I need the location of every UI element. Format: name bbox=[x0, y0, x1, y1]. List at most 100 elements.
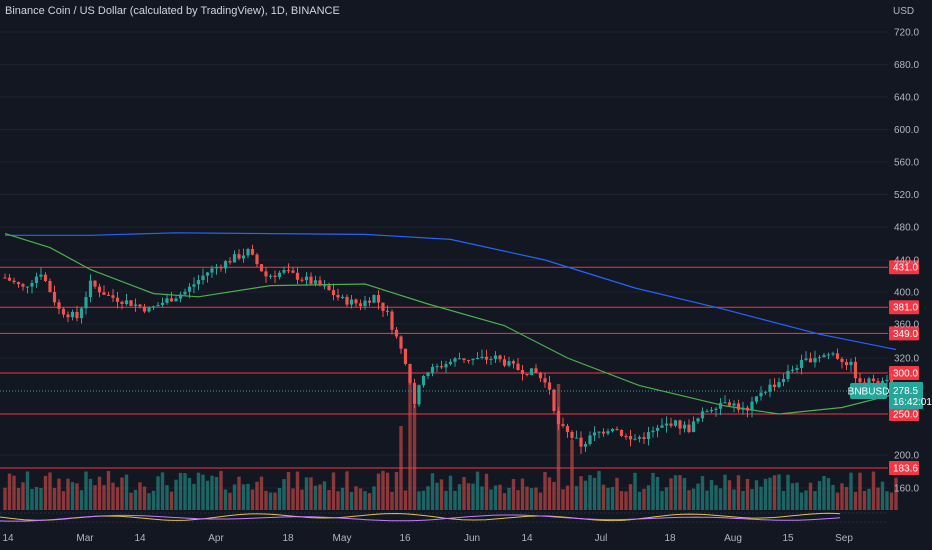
price-tick-label: 200.0 bbox=[894, 451, 919, 462]
candle-body bbox=[804, 358, 808, 360]
volume-bar bbox=[129, 492, 133, 510]
candle-body bbox=[786, 370, 790, 379]
candle-body bbox=[111, 295, 115, 298]
volume-bar bbox=[462, 476, 466, 510]
volume-bar bbox=[660, 491, 664, 510]
price-tick-label: 160.0 bbox=[894, 484, 919, 495]
candle-body bbox=[309, 276, 313, 284]
volume-bar bbox=[844, 487, 849, 510]
candle-body bbox=[651, 430, 655, 433]
volume-bar bbox=[88, 478, 93, 510]
candle-body bbox=[669, 423, 673, 426]
volume-bar bbox=[655, 476, 660, 510]
volume-bar bbox=[547, 477, 552, 510]
volume-bar bbox=[214, 477, 219, 510]
volume-bar bbox=[727, 480, 732, 510]
volume-bar bbox=[556, 384, 561, 510]
volume-bar bbox=[286, 472, 291, 510]
volume-bar bbox=[768, 477, 772, 510]
time-tick-label: 18 bbox=[664, 533, 676, 544]
candle-body bbox=[66, 314, 70, 318]
candle-body bbox=[853, 361, 858, 379]
volume-bar bbox=[453, 490, 457, 510]
candle-body bbox=[754, 396, 759, 402]
ma-long-line bbox=[5, 232, 897, 351]
volume-bar bbox=[376, 473, 381, 510]
volume-bar bbox=[448, 475, 453, 510]
volume-bar bbox=[178, 472, 183, 510]
volume-bar bbox=[804, 490, 808, 510]
volume-bar bbox=[75, 483, 79, 510]
candle-body bbox=[385, 310, 390, 312]
candle-body bbox=[273, 275, 277, 277]
volume-bar bbox=[115, 487, 120, 510]
candle-body bbox=[228, 261, 232, 263]
candle-body bbox=[115, 297, 120, 302]
candle-body bbox=[700, 411, 705, 419]
volume-bar bbox=[349, 492, 354, 510]
volume-bar bbox=[417, 491, 421, 510]
candle-body bbox=[471, 358, 475, 361]
volume-bar bbox=[25, 471, 30, 510]
symbol-label: BNBUSD bbox=[848, 387, 890, 398]
price-axis: 720.0 680.0 640.0 600.0 560.0 520.0 480.0 440.0… bbox=[894, 28, 919, 495]
volume-bar bbox=[255, 481, 259, 510]
volume-bar bbox=[534, 487, 538, 510]
candle-body bbox=[30, 283, 34, 287]
candle-body bbox=[313, 280, 318, 284]
volume-bar bbox=[597, 470, 601, 510]
candle-body bbox=[75, 311, 79, 319]
candle-body bbox=[583, 443, 588, 447]
candle-body bbox=[367, 300, 372, 303]
volume-bar bbox=[642, 488, 646, 510]
volume-bar bbox=[205, 480, 210, 510]
volume-bar bbox=[174, 479, 178, 510]
candle-body bbox=[885, 379, 889, 381]
volume-bar bbox=[426, 486, 430, 510]
candle-body bbox=[448, 361, 453, 365]
price-tick-label: 640.0 bbox=[894, 93, 919, 104]
volume-bar bbox=[583, 480, 588, 510]
volume-bar bbox=[3, 487, 7, 510]
volume-bar bbox=[12, 475, 16, 510]
volume-bar bbox=[97, 476, 102, 510]
candle-body bbox=[579, 437, 583, 447]
volume-bar bbox=[16, 487, 21, 510]
time-axis: 14 Mar 14 Apr 18 May 16 Jun 14 Jul 18 Aug 15 Sep bbox=[2, 533, 853, 544]
volume-bar bbox=[435, 482, 439, 510]
time-tick-label: 16 bbox=[399, 533, 411, 544]
volume-bar bbox=[70, 482, 75, 510]
volume-bar bbox=[322, 481, 327, 510]
volume-bar bbox=[664, 487, 669, 510]
volume-bar bbox=[165, 485, 169, 510]
volume-bar bbox=[813, 491, 817, 510]
candle-body bbox=[493, 355, 498, 360]
volume-bar bbox=[678, 475, 682, 510]
candle-body bbox=[232, 254, 237, 263]
candle-body bbox=[813, 358, 817, 363]
volume-bar bbox=[241, 484, 246, 510]
candle-body bbox=[88, 280, 93, 298]
candle-body bbox=[507, 361, 511, 366]
candle-body bbox=[246, 249, 250, 256]
time-tick-label: May bbox=[333, 533, 352, 544]
volume-bar bbox=[93, 485, 97, 510]
volume-bar bbox=[498, 484, 502, 510]
candle-body bbox=[498, 355, 502, 360]
volume-bar bbox=[502, 493, 507, 510]
time-tick-label: Mar bbox=[76, 533, 94, 544]
candle-body bbox=[183, 291, 187, 295]
candle-body bbox=[475, 357, 480, 359]
candle-body bbox=[750, 401, 754, 411]
volume-bar bbox=[394, 471, 399, 510]
volume-bar bbox=[754, 480, 759, 510]
candle-body bbox=[502, 359, 507, 366]
candle-body bbox=[151, 306, 156, 308]
volume-bar bbox=[124, 474, 129, 510]
candle-body bbox=[39, 274, 43, 277]
time-tick-label: Aug bbox=[724, 533, 742, 544]
candle-body bbox=[57, 302, 61, 309]
time-tick-label: Jun bbox=[464, 533, 480, 544]
candle-body bbox=[223, 261, 228, 269]
